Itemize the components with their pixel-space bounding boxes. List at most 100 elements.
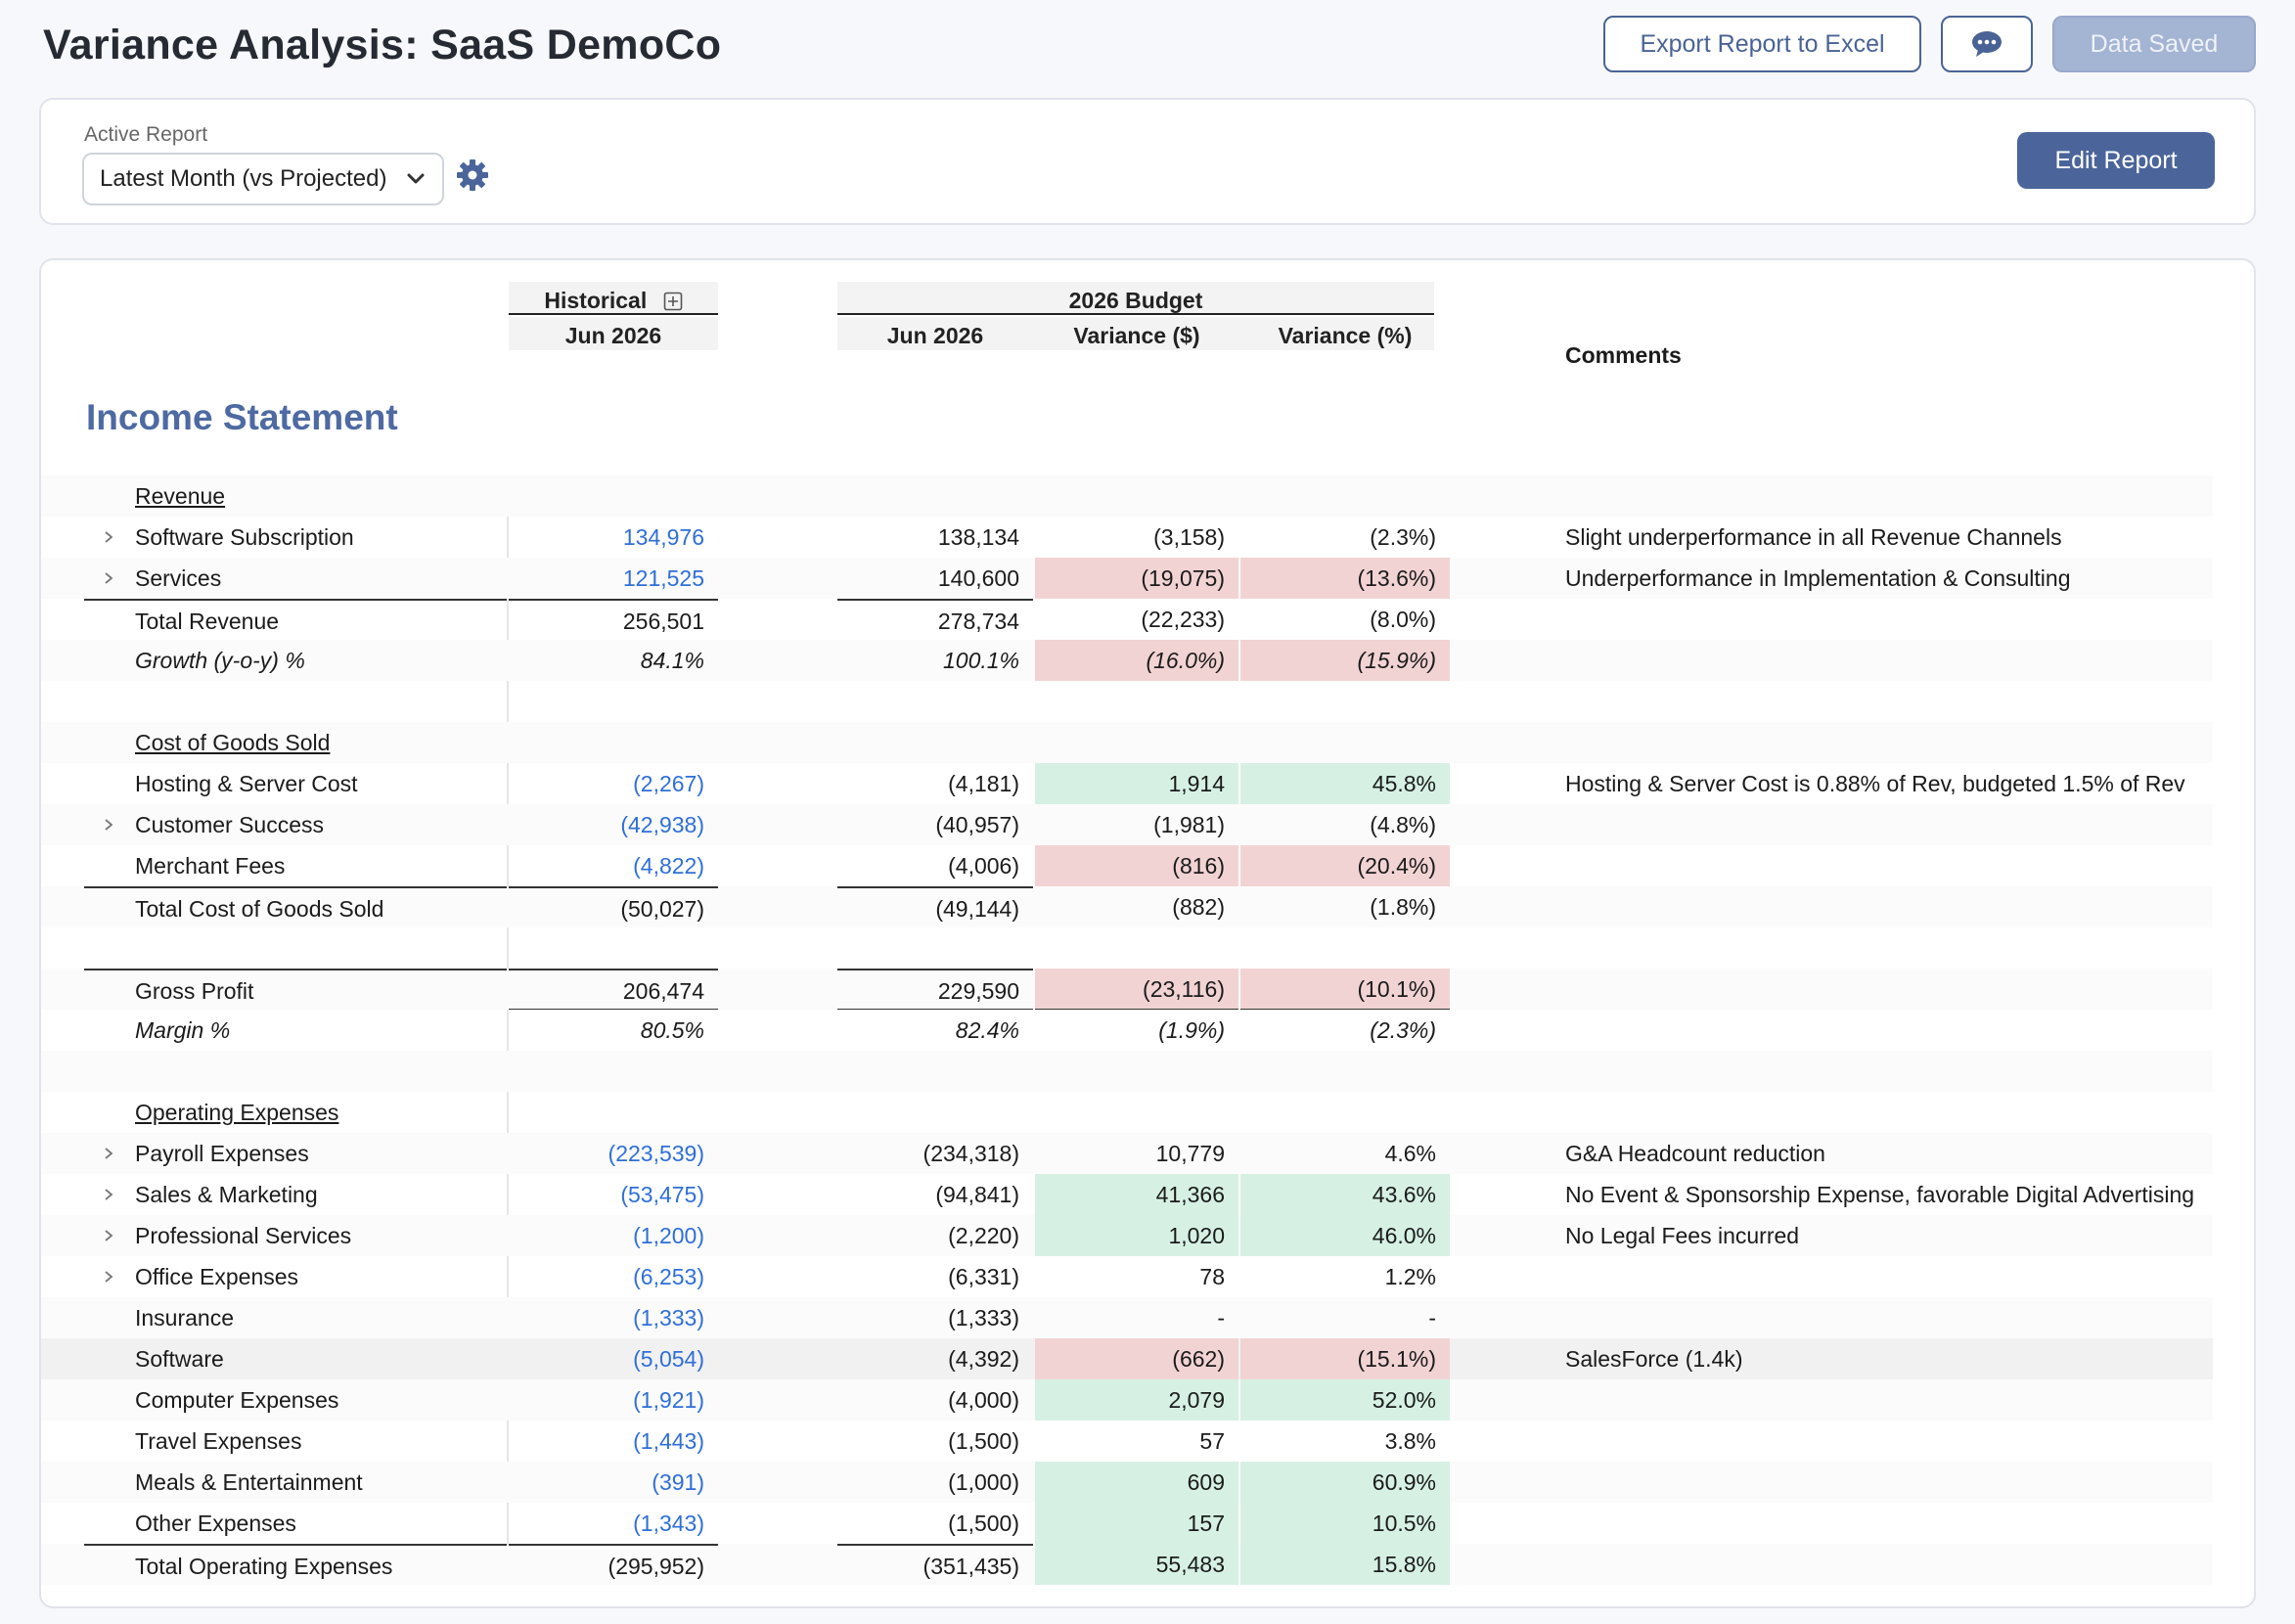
row-label: Travel Expenses [135,1428,302,1454]
historical-value: 134,976 [622,524,704,550]
spacer-row [41,681,2213,722]
comments-button[interactable] [1941,16,2033,72]
table-row[interactable]: Software Subscription 134,976 138,134 (3,15… [41,517,2213,558]
variance-dollar-value: (23,116) [1035,969,1238,1010]
table-row[interactable]: Sales & Marketing (53,475) (94,841) 41,366 4… [41,1174,2213,1215]
variance-dollar-value: (22,233) [1141,607,1225,632]
budget-value: (1,333) [948,1305,1019,1331]
variance-pct-value: 43.6% [1240,1174,1450,1215]
chevron-right-icon[interactable] [102,1174,121,1215]
table-row[interactable]: Customer Success (42,938) (40,957) (1,981) (… [41,804,2213,845]
label-column-divider [507,475,509,1585]
historical-value: (2,267) [633,771,704,796]
historical-value: 206,474 [509,969,718,1010]
active-report-value: Latest Month (vs Projected) [100,165,387,192]
variance-pct-value: 52.0% [1240,1379,1450,1421]
historical-header[interactable]: Historical [509,288,718,314]
variance-dollar-value: 609 [1035,1462,1238,1503]
row-label: Software [135,1346,224,1372]
top-actions: Export Report to Excel Data Saved [1603,16,2256,72]
table-row: Meals & Entertainment (391) (1,000) 609 60.9… [41,1462,2213,1503]
header-rule-budget [837,313,1434,315]
row-label: Professional Services [135,1223,352,1248]
historical-value: (1,921) [633,1387,704,1413]
variance-dollar-value: (3,158) [1153,524,1225,550]
table-row[interactable]: Office Expenses (6,253) (6,331) 78 1.2% [41,1256,2213,1297]
variance-pct-value: (8.0%) [1370,607,1436,632]
row-comment: Underperformance in Implementation & Con… [1565,565,2071,591]
table-row: Hosting & Server Cost (2,267) (4,181) 1,914… [41,763,2213,804]
comments-header: Comments [1565,342,1682,368]
budget-value: (94,841) [935,1182,1019,1207]
table-row[interactable]: Services 121,525 140,600 (19,075) (13.6%) Und… [41,558,2213,599]
edit-report-button[interactable]: Edit Report [2017,132,2215,189]
variance-dollar-value: (882) [1172,894,1225,920]
table-row: Travel Expenses (1,443) (1,500) 57 3.8% [41,1421,2213,1462]
variance-pct-value: 10.5% [1240,1503,1450,1544]
variance-pct-value: 15.8% [1240,1544,1450,1585]
table-row: Operating Expenses [41,1092,2213,1133]
variance-pct-value: (15.9%) [1240,640,1450,681]
variance-dollar-value: 10,779 [1155,1141,1225,1166]
budget-value: (4,181) [948,771,1019,796]
table-row: Gross Profit 206,474 229,590 (23,116) (10.1%… [41,969,2213,1010]
row-label: Total Operating Expenses [84,1544,507,1585]
row-label: Growth (y-o-y) % [135,648,305,673]
historical-value: (50,027) [509,886,718,927]
table-row[interactable]: Professional Services (1,200) (2,220) 1,020… [41,1215,2213,1256]
table-row: Other Expenses (1,343) (1,500) 157 10.5% [41,1503,2213,1544]
row-comment: Slight underperformance in all Revenue C… [1565,524,2062,550]
budget-value: 138,134 [937,524,1019,550]
row-label: Hosting & Server Cost [135,771,358,796]
chevron-right-icon[interactable] [102,804,121,845]
table-row[interactable]: Payroll Expenses (223,539) (234,318) 10,779… [41,1133,2213,1174]
row-comment: No Event & Sponsorship Expense, favorabl… [1565,1182,2195,1207]
historical-period-bg [509,317,718,350]
expand-column-icon[interactable] [663,292,683,311]
gear-icon[interactable] [456,158,489,192]
active-report-label: Active Report [84,123,208,146]
active-report-select[interactable]: Latest Month (vs Projected) [82,153,444,205]
budget-value: (40,957) [935,812,1019,837]
budget-value: 229,590 [837,969,1033,1010]
budget-value: (1,500) [948,1428,1019,1454]
chevron-right-icon[interactable] [102,1215,121,1256]
variance-dollar-value: 1,020 [1035,1215,1238,1256]
chevron-right-icon[interactable] [102,517,121,558]
variance-table: Historical 2026 Budget Jun 2026 Jun 2026… [39,258,2256,1608]
variance-dollar-value: (19,075) [1035,558,1238,599]
chevron-right-icon[interactable] [102,1256,121,1297]
header-rule-historical [509,313,718,315]
row-label: Insurance [135,1305,235,1331]
budget-value: 82.4% [955,1017,1019,1043]
variance-pct-value: 60.9% [1240,1462,1450,1503]
budget-value: (4,000) [948,1387,1019,1413]
row-comment: G&A Headcount reduction [1565,1141,1825,1166]
row-label: Total Cost of Goods Sold [84,886,507,927]
row-label: Margin % [135,1017,231,1043]
export-excel-button[interactable]: Export Report to Excel [1603,16,1921,72]
budget-value: 278,734 [837,599,1033,640]
variance-pct-value: (20.4%) [1240,845,1450,886]
row-label: Gross Profit [84,969,507,1010]
variance-dollar-value: (662) [1035,1338,1238,1379]
row-label: Cost of Goods Sold [135,730,331,755]
row-label: Revenue [135,483,226,509]
row-label: Computer Expenses [135,1387,339,1413]
row-comment: Hosting & Server Cost is 0.88% of Rev, b… [1565,771,2185,796]
variance-dollar-value: 55,483 [1035,1544,1238,1585]
chevron-right-icon[interactable] [102,558,121,599]
table-row: Computer Expenses (1,921) (4,000) 2,079 52.0… [41,1379,2213,1421]
row-label: Office Expenses [135,1264,299,1289]
data-saved-button[interactable]: Data Saved [2052,16,2256,72]
row-label: Customer Success [135,812,325,837]
report-panel: Active Report Latest Month (vs Projected… [39,98,2256,225]
chevron-right-icon[interactable] [102,1133,121,1174]
historical-value: (391) [652,1469,704,1495]
spacer-row [41,1051,2213,1092]
variance-pct-value: (13.6%) [1240,558,1450,599]
variance-pct-value: (2.3%) [1370,1017,1436,1043]
historical-value: (1,333) [633,1305,704,1331]
page-title: Variance Analysis: SaaS DemoCo [43,22,722,68]
budget-value: (4,392) [948,1346,1019,1372]
